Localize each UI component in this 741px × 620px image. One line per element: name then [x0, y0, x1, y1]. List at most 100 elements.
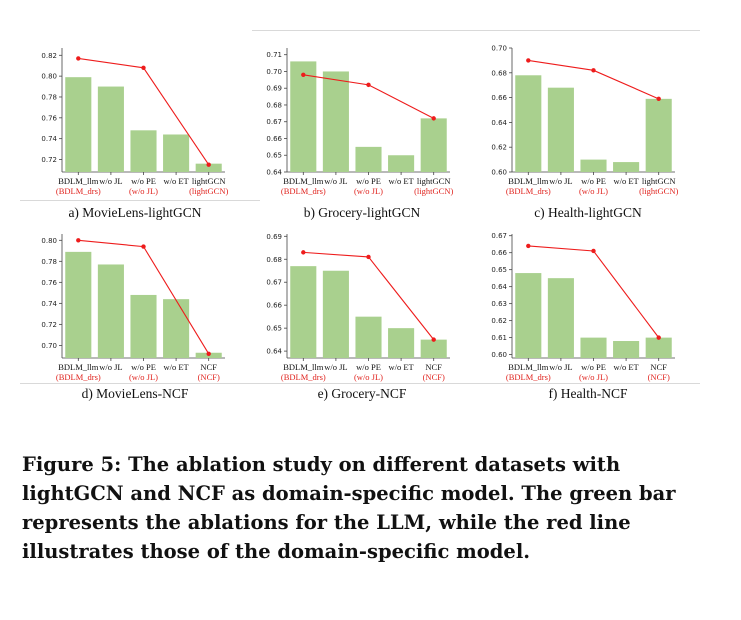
x-sub-label: (NCF): [198, 372, 220, 382]
chart-d-svg: 0.70 0.72 0.74 0.76 0.78 0.80 BDLM_llm(BDLM_dr…: [41, 234, 225, 382]
x-sub-label: (lightGCN): [414, 186, 453, 196]
bar-w-o-et: [613, 341, 640, 358]
y-tick-label: 0.64: [266, 348, 282, 356]
x-tick-label: w/o JL: [549, 176, 572, 186]
chart-f-svg: 0.60 0.61 0.62 0.63 0.64 0.65 0.66 0.67 BDLM_llm…: [491, 232, 675, 382]
x-tick-label: lightGCN: [417, 176, 451, 186]
bar-lightgcn: [195, 163, 222, 172]
bar-bdlm-llm: [65, 251, 92, 358]
bar-bdlm-llm: [65, 77, 92, 172]
x-sub-label: (w/o JL): [354, 372, 383, 382]
y-tick-label: 0.71: [266, 51, 282, 59]
y-tick-label: 0.68: [491, 69, 507, 77]
drs-series-point: [526, 243, 531, 249]
x-sub-label: (w/o JL): [129, 186, 158, 196]
row1-divider-left: [20, 200, 260, 201]
y-tick-label: 0.62: [491, 317, 507, 325]
y-tick-label: 0.62: [491, 144, 507, 152]
chart-a-subcaption: a) MovieLens-lightGCN: [68, 205, 202, 220]
x-sub-label: (BDLM_drs): [281, 372, 326, 382]
bar-w-o-jl: [97, 264, 124, 358]
drs-series-point: [366, 82, 371, 88]
x-tick-label: BDLM_llm: [283, 176, 324, 186]
drs-series-point: [526, 58, 531, 63]
x-tick-label: BDLM_llm: [508, 176, 549, 186]
drs-series-point: [656, 96, 661, 102]
chart-panel-c: 0.60 0.62 0.64 0.66 0.68 0.70 BDLM_llm (BDLM_dr…: [470, 40, 685, 200]
bar-lightgcn: [420, 118, 447, 172]
bar-w-o-pe: [355, 146, 382, 172]
x-tick-label: BDLM_llm: [58, 362, 99, 372]
chart-e-svg: 0.64 0.65 0.66 0.67 0.68 0.69 BDLM_llm(BDLM_dr…: [266, 233, 450, 382]
y-tick-label: 0.78: [41, 93, 57, 101]
drs-series-point: [301, 72, 306, 78]
y-tick-label: 0.64: [491, 119, 507, 127]
chart-a-svg: 0.72 0.74 0.76 0.78 0.80 0.82 BDLM_llm(BDLM_dr…: [41, 48, 228, 196]
bar-w-o-et: [163, 134, 190, 172]
y-tick-label: 0.66: [491, 249, 507, 257]
chart-b-svg: 0.64 0.65 0.66 0.67 0.68 0.69 0.70 0.71 BDLM_llm…: [266, 48, 453, 196]
x-sub-label: (lightGCN): [639, 186, 678, 196]
ablation-figure: 0.72 0.74 0.76 0.78 0.80 0.82 BDLM_llm (BDLM_dr…: [20, 30, 700, 401]
y-tick-label: 0.67: [266, 279, 282, 287]
x-sub-label: (NCF): [423, 372, 445, 382]
y-tick-label: 0.72: [41, 321, 57, 329]
y-tick-label: 0.66: [491, 94, 507, 102]
bar-w-o-pe: [130, 294, 157, 358]
drs-series-point: [591, 248, 596, 254]
y-tick-label: 0.76: [41, 114, 57, 122]
chart-panel-e: 0.64 0.65 0.66 0.67 0.68 0.69 BDLM_llm (BDLM_dr…: [245, 226, 460, 386]
y-tick-label: 0.64: [491, 283, 507, 291]
y-tick-label: 0.65: [266, 152, 282, 160]
x-tick-label: w/o PE: [131, 362, 156, 372]
bar-w-o-et: [388, 155, 415, 172]
bar-w-o-pe: [580, 159, 607, 172]
bar-w-o-et: [163, 299, 190, 358]
bar-w-o-jl: [547, 278, 574, 358]
y-tick-label: 0.67: [266, 118, 282, 126]
y-tick-label: 0.68: [266, 101, 282, 109]
y-tick-label: 0.76: [41, 279, 57, 287]
drs-series-point: [141, 65, 146, 70]
x-sub-label: (w/o JL): [129, 372, 158, 382]
bar-ncf: [645, 337, 672, 358]
bar-w-o-jl: [322, 71, 349, 172]
x-sub-label: (w/o JL): [579, 372, 608, 382]
x-sub-label: (BDLM_drs): [281, 186, 326, 196]
drs-series-point: [656, 335, 661, 340]
y-tick-label: 0.72: [41, 156, 57, 164]
chart-e-subcaption: e) Grocery-NCF: [317, 386, 407, 401]
x-tick-label: w/o PE: [356, 176, 381, 186]
x-tick-label: BDLM_llm: [58, 176, 99, 186]
x-tick-label: NCF: [425, 362, 442, 372]
x-tick-label: w/o ET: [388, 362, 414, 372]
y-tick-label: 0.66: [266, 302, 282, 310]
x-sub-label: (BDLM_drs): [56, 372, 101, 382]
x-tick-label: w/o ET: [163, 362, 189, 372]
y-tick-label: 0.61: [491, 334, 507, 342]
figure-caption: Figure 5: The ablation study on differen…: [22, 453, 676, 563]
y-tick-label: 0.82: [41, 52, 57, 60]
x-tick-label: w/o PE: [581, 176, 606, 186]
x-tick-label: w/o JL: [324, 176, 347, 186]
x-tick-label: NCF: [650, 362, 667, 372]
drs-series-point: [206, 162, 211, 167]
bar-w-o-jl: [322, 270, 349, 358]
x-tick-label: w/o JL: [549, 362, 572, 372]
drs-series-point: [301, 250, 306, 255]
x-sub-label: (BDLM_drs): [506, 372, 551, 382]
chart-c-svg: 0.60 0.62 0.64 0.66 0.68 0.70 BDLM_llm(BDLM_dr…: [491, 45, 678, 197]
bar-bdlm-llm: [290, 61, 317, 172]
bar-bdlm-llm: [290, 266, 317, 358]
drs-series-line: [528, 245, 660, 338]
chart-f-subcaption: f) Health-NCF: [548, 386, 628, 401]
x-sub-label: (BDLM_drs): [56, 186, 101, 196]
y-tick-label: 0.64: [266, 169, 282, 177]
x-tick-label: NCF: [200, 362, 217, 372]
y-tick-label: 0.80: [41, 73, 57, 81]
x-tick-label: lightGCN: [192, 176, 226, 186]
bar-bdlm-llm: [515, 273, 542, 358]
chart-panel-f: 0.60 0.61 0.62 0.63 0.64 0.65 0.66 0.67 BDLM_llm…: [470, 226, 685, 386]
bar-ncf: [420, 339, 447, 358]
y-tick-label: 0.70: [266, 68, 282, 76]
